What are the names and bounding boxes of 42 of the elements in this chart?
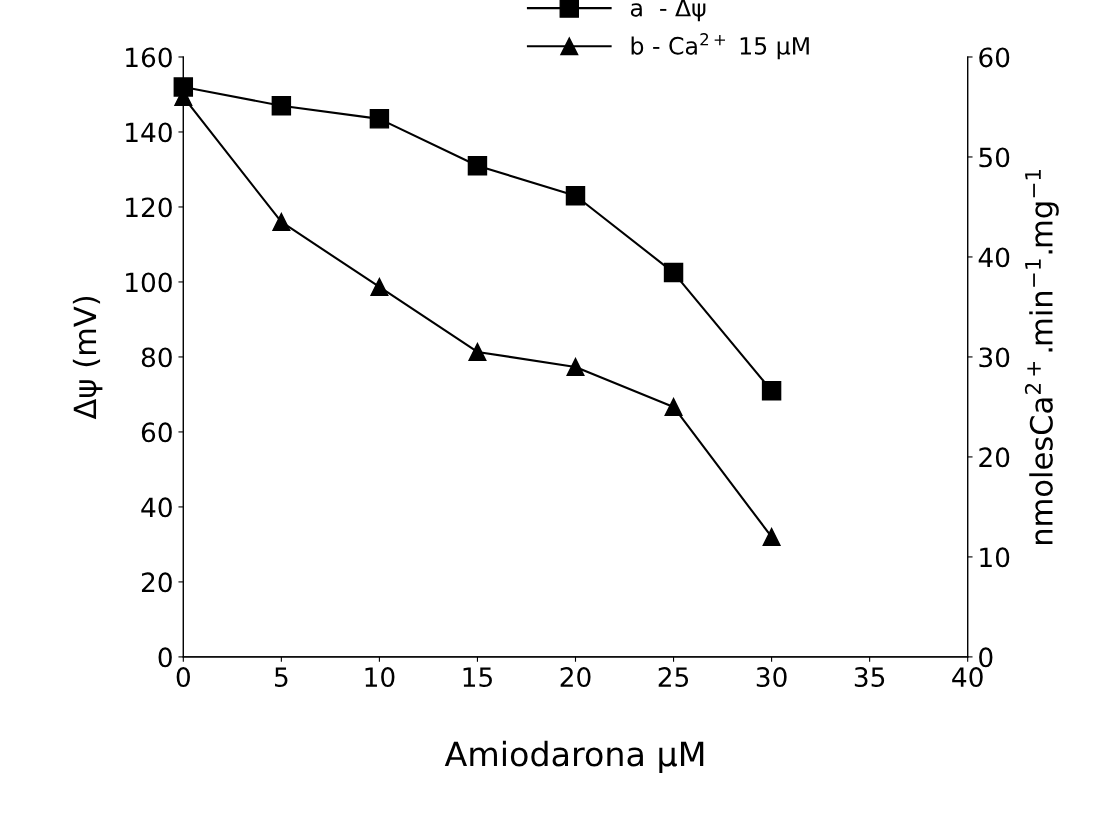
y-tick-label: 20 (141, 572, 172, 593)
y-tick-label: 160 (126, 47, 172, 68)
x-axis-title: Amiodarona μM (444, 740, 704, 774)
x-tick-label: 25 (658, 667, 689, 688)
y2-tick-label: 0 (979, 647, 993, 668)
x-tick-label: 20 (560, 667, 591, 688)
y2-tick-label: 10 (980, 547, 1010, 568)
y2-axis-title: nmolesCa$^{2+}$.min$^{−1}$.mg$^{−1}$ (1024, 169, 1059, 545)
y2-tick-label: 50 (979, 147, 1010, 168)
point (271, 96, 292, 116)
y-axis-title: Δψ (mV) (72, 296, 103, 420)
legend-label: a - Δψ (630, 0, 706, 22)
point (663, 262, 684, 283)
legend-label: b - Ca$^{2+}$ 15 μM (631, 33, 809, 60)
x-tick-label: 10 (365, 667, 395, 688)
point (467, 155, 488, 176)
point (370, 277, 389, 296)
x-tick-label: 40 (952, 667, 983, 688)
x-tick-label: 5 (275, 667, 288, 688)
x-tick-label: 15 (463, 667, 492, 688)
y-tick-label: 120 (126, 197, 172, 218)
point (664, 397, 683, 416)
y-tick-label: 80 (141, 347, 172, 368)
point (272, 212, 291, 231)
y-tick-label: 40 (141, 497, 172, 518)
x-tick-label: 30 (756, 667, 787, 688)
y-tick-label: 0 (158, 647, 172, 668)
x-tick-label: 35 (854, 667, 885, 688)
point (369, 109, 390, 129)
y2-tick-label: 60 (979, 47, 1010, 68)
y-tick-label: 140 (126, 122, 172, 143)
y2-tick-label: 20 (979, 447, 1010, 468)
y-tick-label: 100 (126, 272, 172, 293)
point (565, 185, 586, 206)
y-tick-label: 60 (141, 422, 172, 443)
point (761, 380, 782, 401)
point (762, 527, 781, 546)
point (566, 357, 585, 376)
x-tick-label: 0 (176, 667, 190, 688)
y2-tick-label: 30 (979, 347, 1010, 368)
y2-tick-label: 40 (978, 247, 1010, 268)
point (468, 342, 487, 361)
